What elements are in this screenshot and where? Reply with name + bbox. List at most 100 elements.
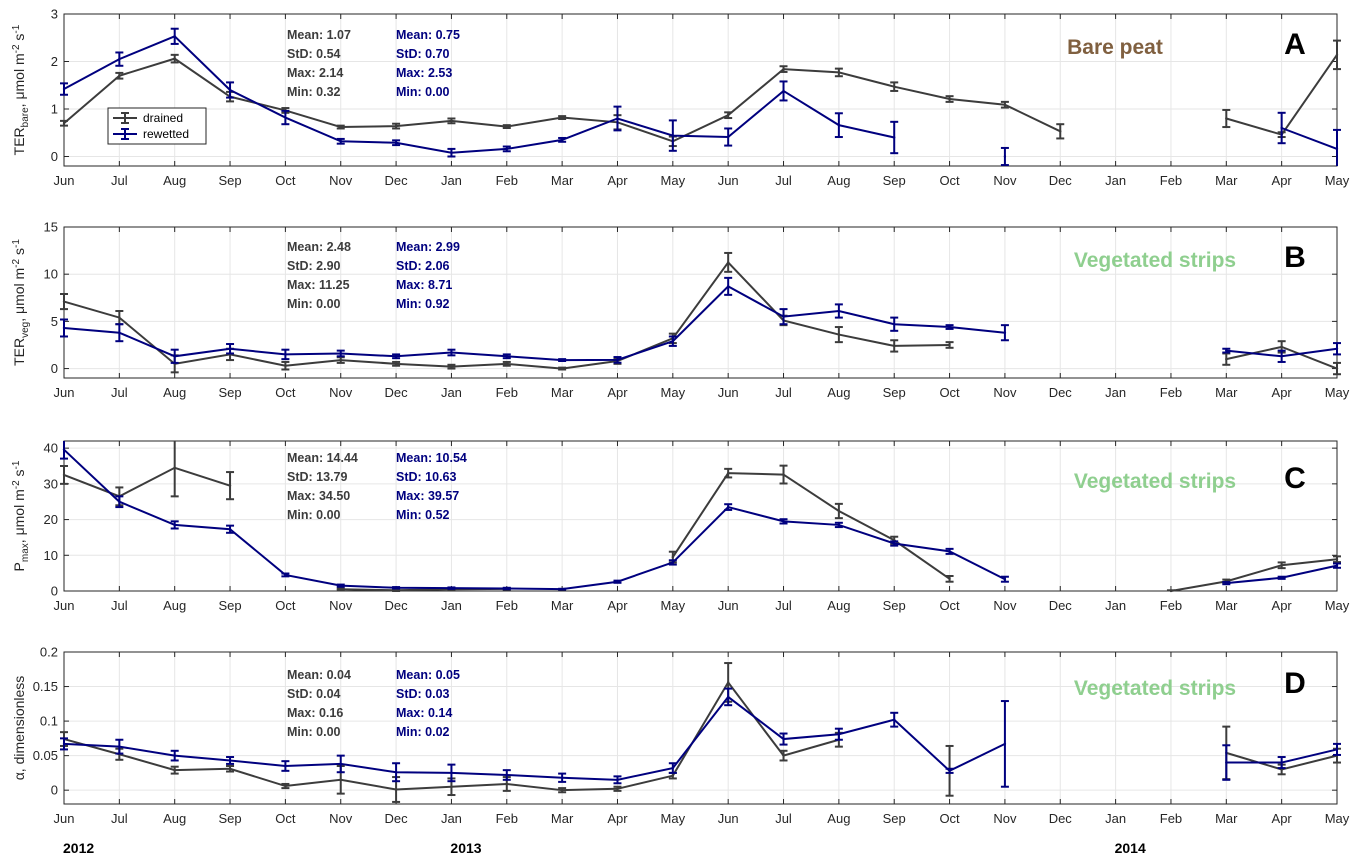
x-tick-label: Sep	[883, 385, 906, 400]
data-point-drained	[1169, 589, 1173, 593]
panel-title: Bare peat	[1067, 36, 1163, 59]
x-tick-label: Nov	[329, 598, 353, 613]
stat-drained: Mean: 1.07	[287, 28, 351, 42]
x-tick-label: Dec	[385, 173, 409, 188]
x-tick-label: Jun	[54, 598, 75, 613]
y-axis-label: α, dimensionless	[11, 676, 27, 781]
data-point-rewetted	[1003, 742, 1007, 746]
data-point-drained	[1280, 345, 1283, 349]
stat-rewetted: Min: 0.00	[396, 85, 450, 99]
data-point-drained	[173, 57, 176, 60]
x-tick-label: May	[1325, 385, 1350, 400]
panel-d: Jun Jul Aug Sep Oct Nov Dec Jan Feb Mar Apr May Jun J…	[11, 645, 1350, 827]
year-label: 2012	[63, 840, 94, 856]
x-tick-label: May	[1325, 173, 1350, 188]
data-point-drained	[948, 97, 951, 101]
x-tick-label: Dec	[385, 811, 409, 826]
x-tick-label: Sep	[218, 598, 241, 613]
data-point-drained	[62, 122, 66, 125]
data-point-drained	[560, 116, 564, 119]
year-label: 2013	[450, 840, 481, 856]
y-axis-label-part: P	[11, 562, 27, 571]
x-tick-label: Aug	[163, 811, 186, 826]
panel-c: Jun Jul Aug Sep Oct Nov Dec Jan Feb Mar Apr May Jun J…	[11, 440, 1350, 613]
data-point-rewetted	[893, 718, 896, 721]
x-tick-label: Mar	[551, 385, 574, 400]
y-axis-label: TERbare, μmol m-2 s-1	[11, 24, 31, 155]
data-point-rewetted	[616, 358, 619, 362]
y-axis-label-part: s	[11, 469, 27, 480]
series-rewetted	[60, 276, 1341, 364]
y-axis-label-part: TER	[11, 127, 27, 155]
data-point-rewetted	[339, 584, 342, 587]
data-point-rewetted	[837, 523, 841, 527]
x-tick-label: Jun	[718, 173, 739, 188]
data-point-rewetted	[118, 57, 121, 61]
stat-drained: StD: 2.90	[287, 259, 341, 273]
data-point-rewetted	[1280, 576, 1283, 579]
data-point-rewetted	[726, 505, 730, 509]
data-point-rewetted	[616, 778, 619, 782]
x-tick-label: Aug	[163, 598, 186, 613]
x-tick-label: Mar	[1215, 385, 1238, 400]
series-line-rewetted	[63, 695, 1006, 781]
stats-block: Mean: 14.44 StD: 13.79 Max: 34.50 Min: 0.00…	[287, 451, 467, 522]
stat-rewetted: Max: 39.57	[396, 489, 459, 503]
data-point-rewetted	[394, 141, 398, 144]
x-tick-label: Jan	[1105, 173, 1126, 188]
x-tick-label: Oct	[275, 598, 296, 613]
data-point-drained	[173, 768, 176, 772]
x-tick-label: Aug	[827, 173, 850, 188]
legend-label-rewetted: rewetted	[143, 127, 189, 141]
y-tick-label: 0.1	[40, 714, 58, 729]
grid-lines	[63, 651, 1338, 804]
y-tick-label: 2	[51, 54, 58, 69]
data-point-drained	[837, 71, 841, 74]
y-tick-label: 0	[51, 584, 58, 599]
x-tick-label: Feb	[496, 385, 518, 400]
stat-rewetted: Min: 0.52	[396, 508, 450, 522]
data-point-rewetted	[450, 586, 453, 590]
panel-title: Vegetated strips	[1074, 470, 1236, 493]
data-point-rewetted	[893, 136, 896, 139]
y-axis-label-part: -2	[11, 480, 22, 489]
y-tick-label: 40	[44, 441, 58, 456]
data-point-rewetted	[948, 769, 951, 773]
panel-title: Vegetated strips	[1074, 249, 1236, 272]
stat-drained: Min: 0.32	[287, 85, 341, 99]
x-tick-label: Jan	[1105, 385, 1126, 400]
data-point-rewetted	[726, 135, 730, 139]
data-point-drained	[394, 589, 398, 592]
y-tick-label: 0	[51, 783, 58, 798]
y-tick-label: 0.05	[33, 748, 58, 763]
x-tick-label: Nov	[329, 173, 353, 188]
data-point-drained	[394, 362, 398, 366]
stat-rewetted: StD: 2.06	[396, 259, 450, 273]
data-point-rewetted	[560, 358, 564, 362]
series-drained	[60, 441, 1341, 593]
y-axis-label-part: max	[20, 543, 31, 562]
series-line-rewetted	[63, 448, 1006, 591]
x-tick-label: Dec	[1049, 173, 1073, 188]
x-tick-label: Jul	[111, 598, 128, 613]
x-tick-label: Oct	[275, 385, 296, 400]
x-tick-label: Jan	[441, 811, 462, 826]
data-point-rewetted	[616, 117, 619, 120]
y-tick-label: 5	[51, 314, 58, 329]
x-tick-label: Sep	[883, 173, 906, 188]
y-axis-label-part: bare	[20, 107, 31, 127]
data-point-rewetted	[726, 285, 730, 288]
data-point-rewetted	[1280, 355, 1283, 358]
data-point-rewetted	[893, 323, 896, 326]
x-tick-label: Aug	[827, 598, 850, 613]
data-point-drained	[450, 365, 453, 368]
data-point-rewetted	[284, 764, 287, 768]
stat-rewetted: StD: 0.03	[396, 687, 450, 701]
data-point-drained	[726, 681, 730, 684]
data-point-rewetted	[173, 355, 176, 358]
data-point-rewetted	[726, 695, 730, 699]
y-axis-label-part: α, dimensionless	[11, 676, 27, 781]
x-tick-label: Sep	[218, 385, 241, 400]
stat-rewetted: StD: 10.63	[396, 470, 456, 484]
data-point-drained	[1335, 367, 1339, 370]
